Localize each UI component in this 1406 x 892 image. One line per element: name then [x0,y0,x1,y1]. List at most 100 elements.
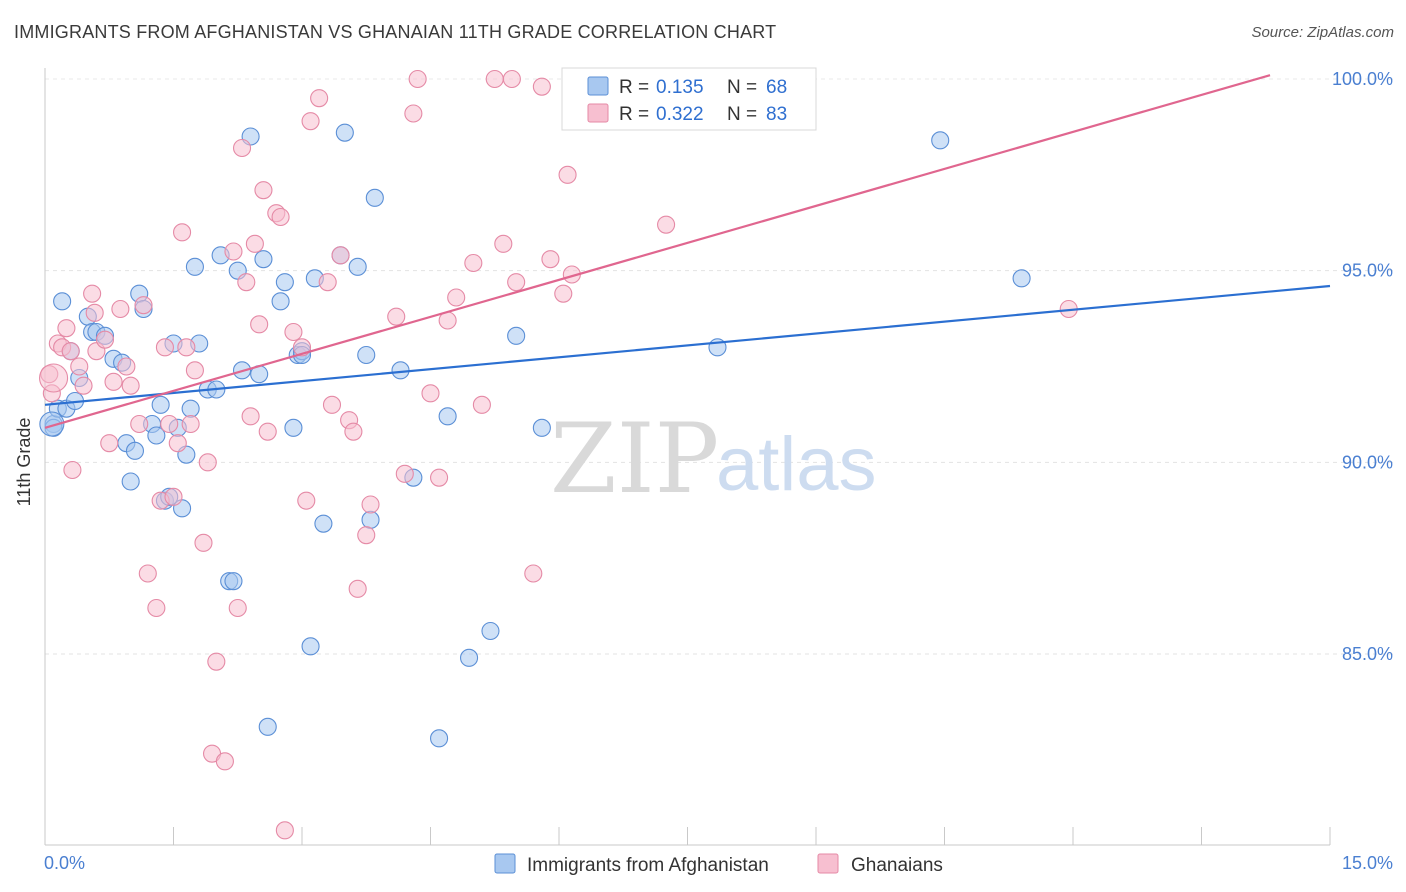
point-ghanaian [284,322,303,342]
point-ghanaian [357,526,376,545]
point-afghanistan [335,123,354,142]
point-ghanaian-cluster [39,363,69,393]
point-ghanaian [502,69,521,89]
point-ghanaian [301,112,320,131]
point-ghanaian [224,242,243,261]
point-ghanaian [181,414,200,434]
point-ghanaian [121,376,140,395]
legend-n-value-2: 83 [766,104,787,125]
point-ghanaian [258,422,277,441]
point-ghanaian [297,491,316,510]
point-ghanaian [344,422,363,441]
point-ghanaian [74,376,93,395]
point-ghanaian [164,487,183,506]
x-tick-label-max: 15.0% [1342,853,1393,873]
series-afghanistan-points [39,123,1031,748]
point-afghanistan [53,292,72,311]
point-ghanaian [228,598,247,618]
point-afghanistan [181,399,200,418]
point-ghanaian [532,77,551,96]
point-ghanaian [63,460,82,480]
y-tick-labels: 85.0% 90.0% 95.0% 100.0% [1332,69,1393,664]
point-afghanistan-cluster [39,411,65,437]
y-axis-label: 11th Grade [14,418,34,507]
point-ghanaian [447,288,466,307]
point-afghanistan [357,345,376,365]
bottom-legend-swatch-pink [817,853,839,874]
point-afghanistan [314,514,333,533]
point-ghanaian [485,69,504,89]
y-tick-label: 90.0% [1342,452,1393,472]
point-ghanaian [318,273,337,292]
point-ghanaian [554,284,573,303]
point-ghanaian [331,246,350,265]
legend-swatch-pink [587,103,609,123]
bottom-legend-label-afghanistan: Immigrants from Afghanistan [527,855,769,876]
point-ghanaian [310,89,329,108]
point-afghanistan [301,637,320,656]
watermark-atlas: atlas [716,422,877,507]
point-afghanistan [258,717,277,736]
point-ghanaian [138,564,157,583]
point-afghanistan [361,510,380,529]
point-ghanaian [250,315,269,334]
point-ghanaian [207,652,226,671]
point-afghanistan [275,273,294,292]
point-ghanaian [194,533,213,552]
point-afghanistan [459,648,479,667]
point-ghanaian [134,296,153,315]
point-afghanistan [1012,269,1031,288]
point-afghanistan [224,572,243,591]
point-afghanistan [507,326,526,345]
point-afghanistan [931,131,950,150]
point-afghanistan [348,257,367,276]
point-afghanistan [254,250,273,269]
legend-n-label-2: N = [727,104,757,125]
legend-r-value-1: 0.135 [656,77,704,98]
point-ghanaian [395,464,414,483]
point-ghanaian [232,138,252,158]
point-ghanaian [387,307,406,326]
point-afghanistan [151,395,170,414]
point-ghanaian [361,495,380,514]
series-ghanaians-points [39,69,1078,840]
point-ghanaian [408,69,427,89]
point-ghanaian [70,357,89,376]
axes [44,68,1331,846]
point-ghanaian [160,414,179,434]
point-ghanaian [254,181,273,200]
point-ghanaian [524,564,543,583]
point-ghanaian [558,165,577,184]
point-ghanaian [155,338,174,357]
trend-line-afghanistan [44,284,1331,406]
point-ghanaian [147,598,166,618]
point-ghanaian [421,384,440,403]
point-ghanaian [271,207,290,227]
y-tick-label: 95.0% [1342,261,1393,281]
point-afghanistan [125,441,144,460]
legend-r-label-2: R = [619,104,649,125]
trend-line-ghanaians [44,74,1271,429]
point-afghanistan [185,257,204,276]
point-ghanaian [104,372,123,391]
point-ghanaian [173,223,192,242]
point-ghanaian [237,273,256,292]
point-afghanistan [430,729,449,748]
top-legend: R = 0.135 N = 68 R = 0.322 N = 83 [561,67,817,131]
legend-r-label-1: R = [619,77,649,98]
chart-source: Source: ZipAtlas.com [1251,24,1394,41]
point-ghanaian [117,357,136,376]
watermark-zip: ZIP [550,403,719,515]
point-ghanaian [494,234,513,253]
legend-n-value-1: 68 [766,77,787,98]
point-ghanaian [85,303,104,322]
point-ghanaian [185,361,204,380]
bottom-legend-swatch-blue [494,853,516,874]
point-ghanaian [100,434,119,453]
point-ghanaian [177,338,196,357]
point-ghanaian [464,253,483,273]
point-ghanaian [61,342,80,361]
point-ghanaian [111,299,130,319]
legend-swatch-blue [587,76,609,96]
point-afghanistan [438,407,457,426]
